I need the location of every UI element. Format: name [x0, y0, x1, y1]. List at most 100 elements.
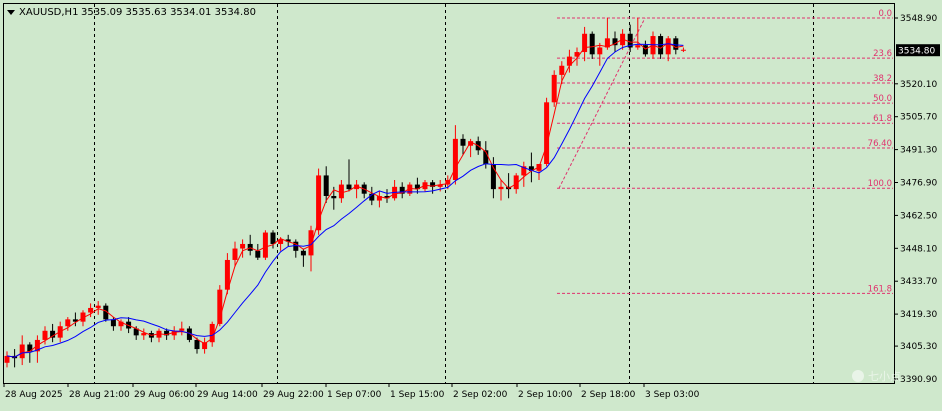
fib-level-label: 23.6: [873, 49, 892, 59]
candle-body: [232, 248, 238, 260]
candle-body: [171, 330, 177, 336]
watermark: 七小点: [852, 370, 901, 383]
x-tick-label: 3 Sep 03:00: [645, 390, 700, 400]
fib-level-label: 76.40: [868, 139, 892, 149]
candle-body: [498, 186, 504, 190]
x-axis: 28 Aug 2025 28 Aug 21:00 29 Aug 06:00 29 Au…: [3, 383, 700, 400]
candle-body: [414, 184, 420, 190]
fib-level-label: 0.0: [878, 9, 892, 19]
candle-body: [164, 330, 170, 336]
candle-body: [468, 141, 474, 146]
candle-body: [430, 182, 436, 187]
fib-level-label: 61.8: [873, 114, 892, 124]
candle-body: [490, 163, 496, 190]
candle-body: [209, 323, 215, 343]
candle-body: [346, 184, 352, 190]
candle-body: [72, 319, 78, 322]
candle-body: [293, 241, 299, 251]
candle-body: [270, 232, 276, 244]
candle-body: [452, 138, 458, 180]
y-tick-label: 3433.70: [900, 277, 937, 287]
ma-slow-line: [6, 43, 684, 358]
candle-body: [65, 319, 71, 327]
y-tick-label: 3548.90: [900, 14, 937, 24]
y-axis: 3548.90 3520.10 3505.70 3491.30 3476.90 3462.…: [894, 14, 937, 385]
watermark-text: 七小点: [868, 370, 901, 383]
candle-body: [369, 193, 375, 201]
y-tick-label: 3390.90: [900, 375, 937, 385]
candle-body: [521, 166, 527, 176]
candle-body: [642, 45, 648, 55]
candle-body: [141, 333, 147, 336]
dropdown-triangle-icon[interactable]: [7, 10, 15, 15]
candle-body: [179, 328, 185, 331]
candle-body: [88, 307, 94, 313]
fib-anchor-line: [558, 17, 646, 189]
x-tick-label: 29 Aug 22:00: [263, 390, 324, 400]
x-tick-label: 28 Aug 2025: [5, 390, 63, 400]
candle-body: [202, 342, 208, 350]
candle-body: [316, 175, 322, 231]
y-tick-label: 3491.30: [900, 146, 937, 156]
candle-body: [673, 38, 679, 50]
candle-body: [50, 330, 56, 338]
candle-body: [582, 33, 588, 53]
candle-body: [551, 74, 557, 103]
watermark-logo-icon: [852, 370, 864, 382]
candle-body: [103, 305, 109, 320]
candle-body: [240, 243, 246, 249]
candle-body: [262, 232, 268, 258]
x-tick-label: 29 Aug 14:00: [197, 390, 258, 400]
candle-body: [604, 38, 610, 48]
candle-body: [589, 33, 595, 55]
candle-body: [19, 344, 25, 359]
candle-body: [483, 150, 489, 164]
candle-body: [323, 175, 329, 196]
candle-body: [80, 312, 86, 322]
candle-body: [597, 47, 603, 55]
fib-level-label: 50.0: [873, 94, 892, 104]
candle-body: [376, 195, 382, 201]
candle-body: [308, 230, 314, 256]
x-tick-label: 28 Aug 21:00: [69, 390, 130, 400]
y-tick-label: 3448.10: [900, 244, 937, 254]
candle-body: [42, 330, 48, 340]
candle-body: [437, 184, 443, 187]
x-tick-label: 2 Sep 02:00: [453, 390, 508, 400]
candle-body: [194, 339, 200, 350]
candle-body: [110, 319, 116, 327]
candle-body: [255, 250, 261, 258]
candle-body: [460, 138, 466, 146]
candle-body: [544, 102, 550, 164]
candle-body: [4, 355, 10, 363]
x-tick-label: 2 Sep 18:00: [581, 390, 636, 400]
candle-body: [300, 250, 306, 256]
current-price-tag: 3534.80: [896, 44, 940, 57]
candle-body: [627, 33, 633, 48]
candle-body: [574, 52, 580, 57]
y-tick-label: 3462.50: [900, 211, 937, 221]
y-tick-label: 3520.10: [900, 80, 937, 90]
current-price-box: [896, 44, 940, 57]
chart-header: XAUUSD,H1 3535.09 3535.63 3534.01 3534.8…: [7, 7, 256, 18]
candle-body: [407, 184, 413, 194]
fibonacci-retracement: 0.0 23.6 38.2 50.0 61.8 76.40 100.0 161.8: [557, 9, 893, 294]
ohlc-label: 3535.09 3535.63 3534.01 3534.80: [81, 7, 256, 18]
candle-body: [612, 38, 618, 46]
candle-body: [665, 38, 671, 55]
candle-body: [513, 175, 519, 190]
candle-body: [95, 305, 101, 308]
candle-body: [118, 321, 124, 327]
candle-body: [566, 56, 572, 66]
candle-body: [528, 166, 534, 171]
candle-body: [285, 239, 291, 242]
candle-body: [278, 239, 284, 244]
moving-averages: [6, 38, 684, 358]
y-tick-label: 3476.90: [900, 179, 937, 189]
symbol-label: XAUUSD,H1: [19, 7, 78, 18]
candle-body: [384, 195, 390, 199]
candle-body: [680, 49, 686, 51]
candle-body: [354, 184, 360, 190]
